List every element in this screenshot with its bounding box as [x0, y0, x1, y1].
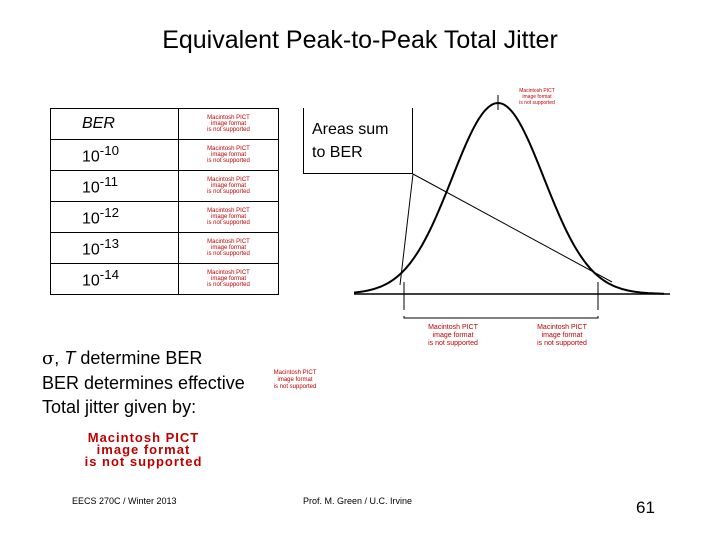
pict-placeholder-image: Macintosh PICT image format is not support… [178, 232, 279, 264]
ber-value: 10-11 [50, 170, 179, 202]
pict-placeholder-image: Macintosh PICT image format is not support… [519, 88, 555, 106]
table-row: 10-14 Macintosh PICT image format is not s… [50, 263, 279, 295]
pict-placeholder-image: Macintosh PICT image format is not support… [428, 324, 478, 347]
sigma-symbol: σ [42, 348, 55, 369]
bullet-line-1: σ, T determine BER [42, 348, 203, 369]
ber-value: 10-13 [50, 232, 179, 264]
callout-pointer-left [399, 173, 414, 286]
ber-header: BER [50, 108, 179, 140]
gaussian-curve [353, 101, 664, 295]
pict-placeholder-image: Macintosh PICT image format is not suppo… [178, 108, 279, 140]
table-row: 10-11 Macintosh PICT image format is not s… [50, 170, 279, 202]
pict-placeholder-image: Macintosh PICT image format is not support… [178, 201, 279, 233]
ber-value: 10-14 [50, 263, 179, 295]
slide-title: Equivalent Peak-to-Peak Total Jitter [162, 26, 558, 54]
table-header-row: BER Macintosh PICT image format is not s… [50, 108, 279, 140]
pict-placeholder-image: Macintosh PICT image format is not support… [537, 324, 587, 347]
pict-placeholder-image: Macintosh PICT image format is not suppo… [84, 430, 203, 469]
ber-value: 10-10 [50, 139, 179, 171]
page-number: 61 [636, 498, 655, 517]
footer-course: EECS 270C / Winter 2013 [72, 496, 177, 506]
bullet-line-2: BER determines effective [42, 373, 245, 393]
areas-callout: Areas sum to BER [303, 108, 413, 174]
table-row: 10-13 Macintosh PICT image format is not s… [50, 232, 279, 264]
bullet-line-3: Total jitter given by: [42, 397, 197, 417]
footer-author: Prof. M. Green / U.C. Irvine [303, 496, 413, 506]
pt-p-bracket [403, 316, 599, 319]
pict-placeholder-image: Macintosh PICT image format is not support… [178, 170, 279, 202]
T-symbol: T [64, 348, 76, 368]
ber-table: BER Macintosh PICT image format is not s… [50, 108, 279, 295]
pict-placeholder-image: Macintosh PICT image format is not support… [273, 370, 317, 390]
callout-pointer-right [412, 173, 613, 283]
pict-placeholder-image: Macintosh PICT image format is not support… [178, 263, 279, 295]
